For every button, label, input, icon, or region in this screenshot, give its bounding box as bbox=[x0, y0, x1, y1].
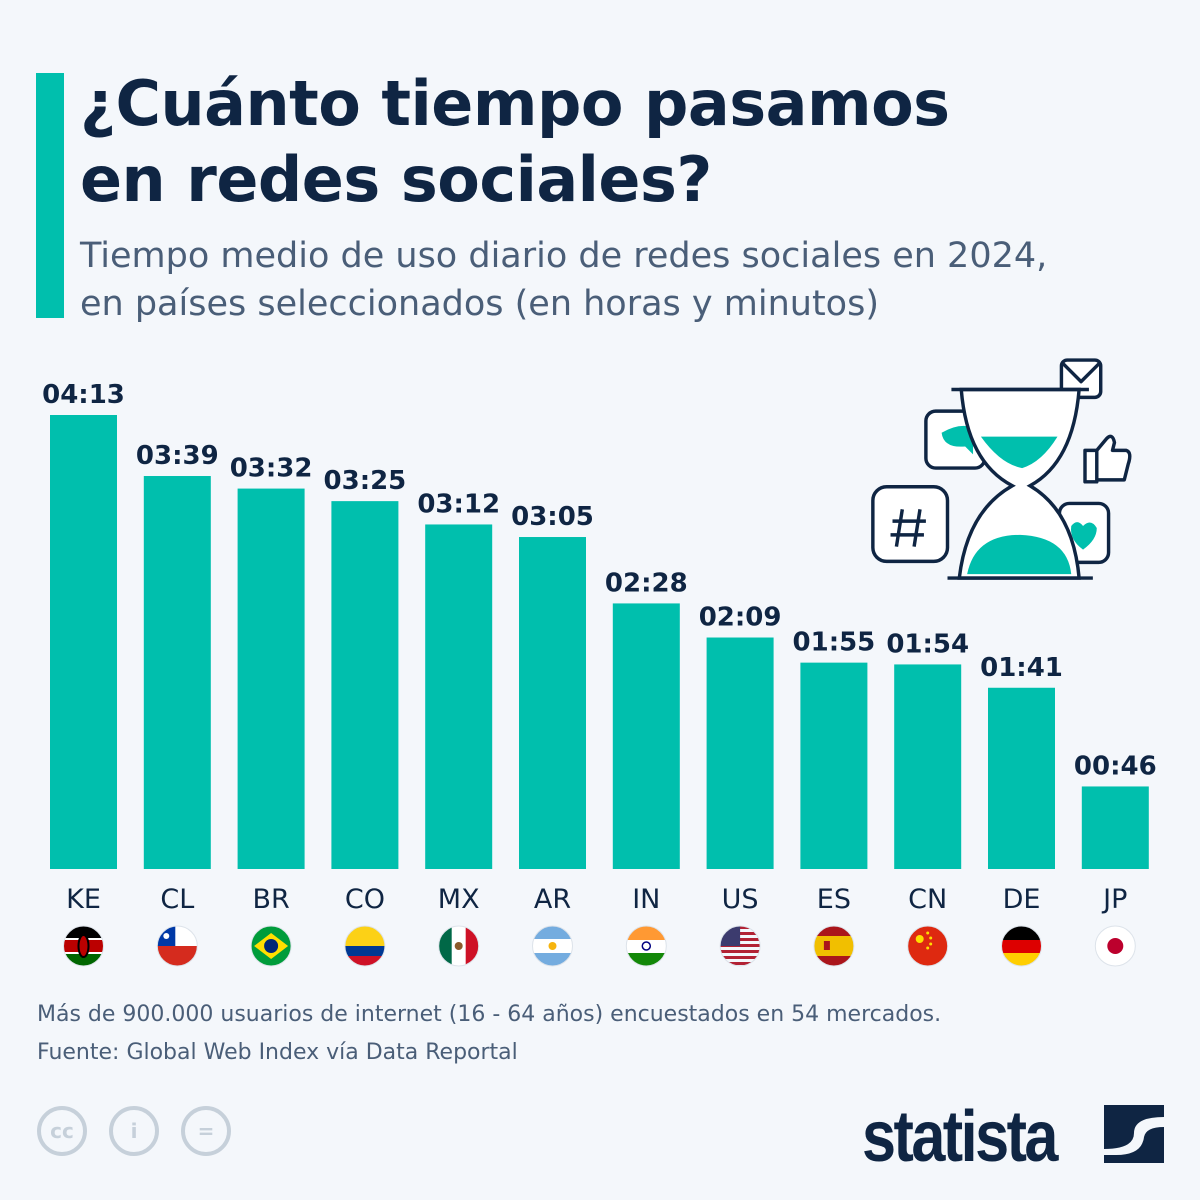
india-flag-icon bbox=[626, 926, 667, 966]
data-label: 03:12 bbox=[417, 489, 500, 519]
data-label: 02:09 bbox=[699, 603, 782, 633]
bar-us bbox=[706, 637, 774, 869]
argentina-flag-icon bbox=[532, 926, 573, 966]
bar-mx bbox=[425, 524, 493, 869]
bar-in bbox=[612, 603, 680, 869]
title-line: en redes sociales? bbox=[80, 143, 712, 216]
subtitle-line: en países seleccionados (en horas y minu… bbox=[80, 284, 879, 324]
data-label: 03:39 bbox=[136, 441, 219, 471]
category-label: BR bbox=[252, 884, 289, 915]
cc-icon[interactable]: cc bbox=[37, 1106, 87, 1156]
bar-cn bbox=[894, 664, 962, 869]
data-label: 00:46 bbox=[1074, 751, 1157, 781]
hourglass-social-illustration bbox=[871, 358, 1132, 580]
no-derivatives-icon[interactable]: = bbox=[181, 1106, 231, 1156]
data-label: 03:25 bbox=[324, 466, 407, 496]
data-label: 03:05 bbox=[511, 502, 594, 532]
data-label: 01:55 bbox=[793, 628, 876, 658]
category-label: CL bbox=[160, 884, 194, 915]
attribution-icon[interactable]: i bbox=[109, 1106, 159, 1156]
spain-flag-icon bbox=[813, 926, 854, 966]
title-line: ¿Cuánto tiempo pasamos bbox=[80, 67, 950, 140]
bar-chart: 04:13 KE 03:39 CL 03:32 BR 03:25 CO 03:12 MX 03:05… bbox=[42, 380, 1157, 967]
subtitle: Tiempo medio de uso diario de redes soci… bbox=[80, 232, 1047, 328]
japan-flag-icon bbox=[1095, 926, 1136, 966]
category-label: IN bbox=[632, 884, 660, 915]
source-note: Fuente: Global Web Index vía Data Report… bbox=[37, 1040, 518, 1065]
category-label: CO bbox=[345, 884, 385, 915]
germany-flag-icon bbox=[1001, 926, 1042, 966]
subtitle-line: Tiempo medio de uso diario de redes soci… bbox=[80, 236, 1048, 276]
statista-logo-mark-icon bbox=[1104, 1105, 1164, 1163]
data-label: 01:41 bbox=[980, 653, 1063, 683]
data-label: 02:28 bbox=[605, 568, 688, 598]
statista-logo[interactable]: statista bbox=[862, 1097, 1058, 1177]
category-label: ES bbox=[817, 884, 851, 915]
survey-note: Más de 900.000 usuarios de internet (16 … bbox=[37, 1002, 942, 1027]
bar-br bbox=[237, 488, 305, 869]
category-label: KE bbox=[66, 884, 101, 915]
china-flag-icon bbox=[907, 926, 948, 966]
category-label: AR bbox=[534, 884, 571, 915]
bar-ar bbox=[519, 537, 586, 869]
category-label: US bbox=[722, 884, 759, 915]
category-label: DE bbox=[1003, 884, 1041, 915]
bar-es bbox=[800, 662, 868, 869]
bar-jp bbox=[1081, 786, 1149, 869]
title-accent-bar bbox=[36, 73, 64, 318]
category-label: JP bbox=[1101, 884, 1127, 915]
category-label: MX bbox=[438, 884, 480, 915]
data-label: 01:54 bbox=[886, 629, 969, 659]
mexico-flag-icon bbox=[438, 926, 479, 966]
page-title: ¿Cuánto tiempo pasamos en redes sociales… bbox=[80, 66, 950, 218]
bar-de bbox=[988, 687, 1055, 869]
kenya-flag-icon bbox=[63, 926, 104, 966]
bar-co bbox=[331, 501, 399, 869]
colombia-flag-icon bbox=[344, 926, 385, 966]
bar-ke bbox=[50, 415, 117, 869]
bar-cl bbox=[143, 476, 211, 869]
data-label: 04:13 bbox=[42, 380, 125, 410]
data-label: 03:32 bbox=[230, 454, 313, 484]
chile-flag-icon bbox=[157, 926, 198, 966]
category-label: CN bbox=[908, 884, 947, 915]
brazil-flag-icon bbox=[251, 926, 292, 966]
